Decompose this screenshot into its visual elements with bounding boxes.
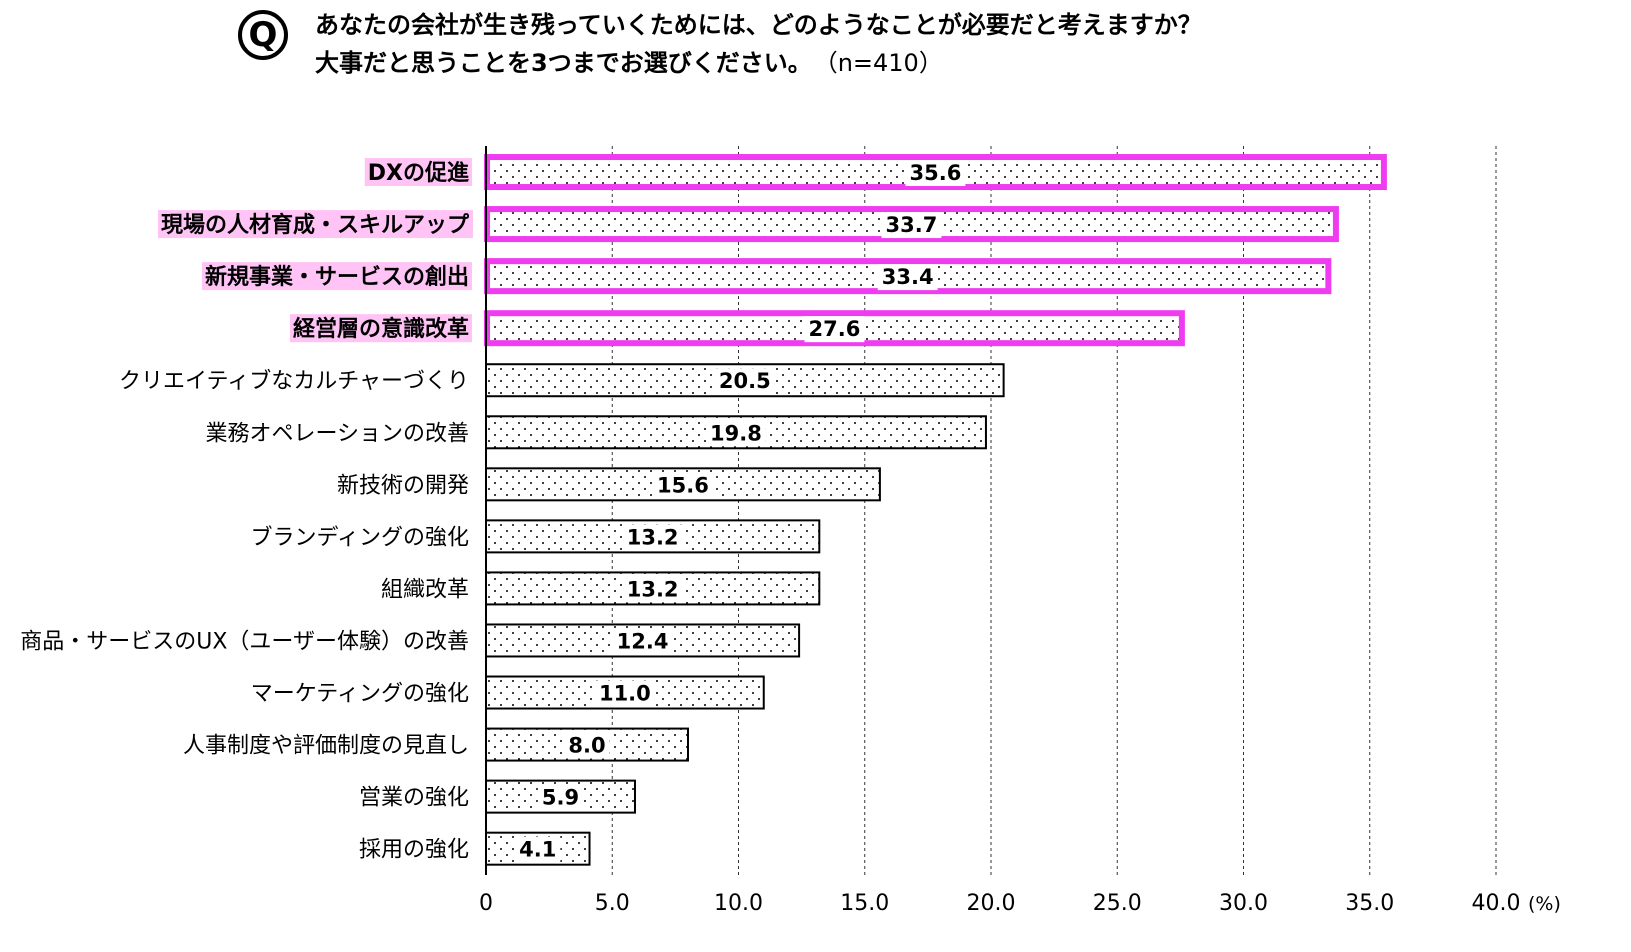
category-label: 組織改革	[381, 577, 469, 602]
value-label-bg	[714, 368, 775, 395]
value-label-bg	[804, 316, 865, 343]
value-label: 35.6	[910, 161, 962, 185]
value-label-bg	[706, 420, 766, 447]
value-label: 19.8	[710, 421, 762, 445]
value-label-bg	[537, 784, 584, 811]
value-label-bg	[622, 576, 683, 603]
question-line-2-text: 大事だと思うことを3つまでお選びください。	[315, 49, 812, 77]
category-label: 営業の強化	[359, 786, 469, 811]
x-tick-label: 10.0	[714, 891, 763, 916]
value-label-bg	[594, 680, 655, 707]
category-label: 商品・サービスのUX（ユーザー体験）の改善	[20, 629, 469, 654]
x-tick-label: 20.0	[967, 891, 1016, 916]
x-tick-label: 30.0	[1219, 891, 1268, 916]
category-label: マーケティングの強化	[251, 682, 469, 707]
question-line-1: あなたの会社が生き残っていくためには、どのようなことが必要だと考えますか？	[315, 11, 1202, 39]
value-label-bg	[622, 524, 683, 551]
value-label-bg	[877, 264, 938, 291]
value-label: 15.6	[657, 473, 709, 497]
question-icon: Q	[238, 10, 288, 60]
value-label: 33.4	[882, 265, 934, 289]
value-label-bg	[653, 472, 713, 499]
value-label: 13.2	[627, 525, 679, 549]
x-tick-label: 5.0	[595, 891, 630, 916]
value-label: 8.0	[568, 734, 605, 758]
category-label: クリエイティブなカルチャーづくり	[119, 369, 469, 394]
category-label: 採用の強化	[359, 838, 469, 863]
value-label: 27.6	[809, 317, 861, 341]
value-label: 33.7	[886, 213, 938, 237]
x-tick-label: 15.0	[840, 891, 889, 916]
category-label: 経営層の意識改革	[293, 316, 469, 342]
sample-size-label: （n=410）	[825, 49, 943, 77]
category-label: DXの促進	[368, 161, 469, 186]
category-label-highlight	[201, 262, 472, 291]
category-label: ブランディングの強化	[251, 525, 469, 550]
x-tick-label: 40.0	[1472, 891, 1521, 916]
value-label: 4.1	[519, 838, 556, 862]
x-tick-label: 25.0	[1093, 891, 1142, 916]
category-label: 人事制度や評価制度の見直し	[183, 734, 469, 759]
category-label-highlight	[364, 158, 472, 187]
value-label: 20.5	[719, 369, 771, 393]
category-label: 業務オペレーションの改善	[205, 421, 469, 446]
question-text: あなたの会社が生き残っていくためには、どのようなことが必要だと考えますか？ 大事…	[315, 6, 1202, 82]
value-label-bg	[881, 212, 942, 239]
category-label: 現場の人材育成・スキルアップ	[161, 212, 470, 238]
category-label: 新技術の開発	[337, 473, 469, 498]
x-tick-label: 35.0	[1345, 891, 1394, 916]
value-label-bg	[612, 628, 673, 655]
x-unit-label: (%)	[1528, 893, 1561, 915]
value-label: 5.9	[542, 786, 579, 810]
value-label-bg	[905, 160, 966, 187]
category-label-highlight	[157, 210, 473, 239]
value-label: 13.2	[627, 577, 679, 601]
x-tick-label: 0	[479, 891, 493, 916]
value-label-bg	[515, 836, 561, 863]
category-label: 新規事業・サービスの創出	[205, 264, 469, 290]
question-line-2: 大事だと思うことを3つまでお選びください。 （n=410）	[315, 44, 1202, 82]
value-label: 12.4	[617, 629, 669, 653]
value-label-bg	[564, 732, 610, 759]
value-label: 11.0	[599, 682, 651, 706]
category-label-highlight	[289, 314, 472, 343]
